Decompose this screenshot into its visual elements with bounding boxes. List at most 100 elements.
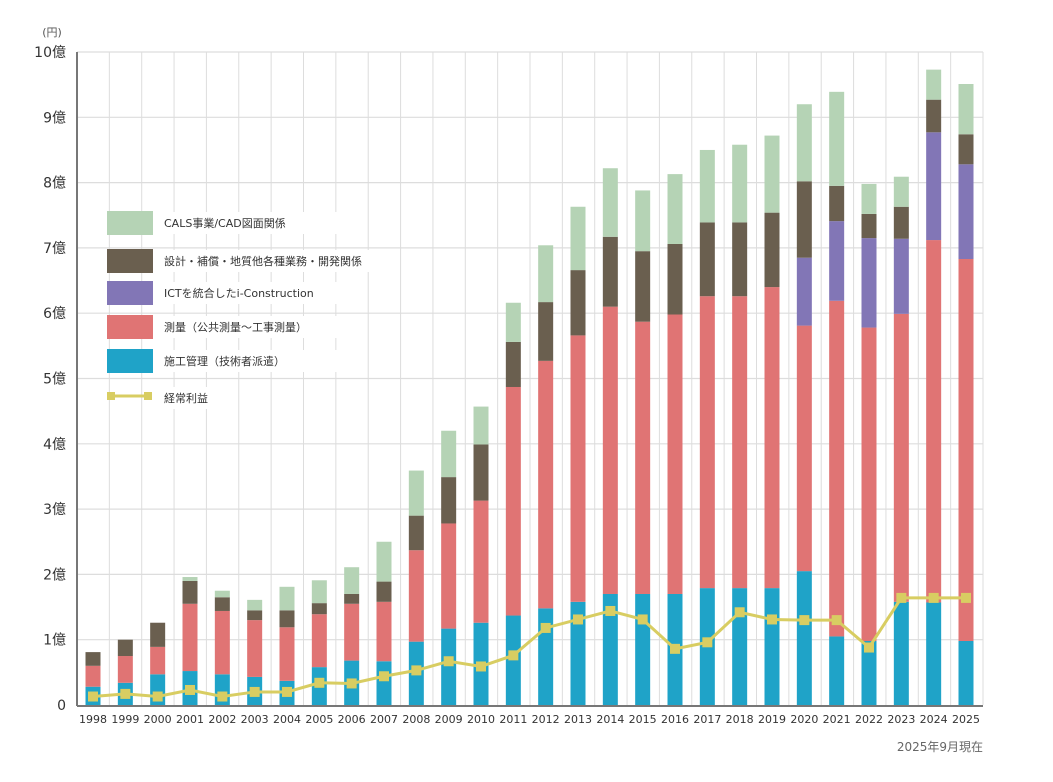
bar-segment-2023-series-0 xyxy=(893,601,909,705)
bar-segment-2013-series-3 xyxy=(570,270,586,336)
bar-segment-2006-series-1 xyxy=(344,603,360,661)
bar-segment-2018-series-4 xyxy=(732,144,748,223)
bar-segment-2015-series-3 xyxy=(635,251,651,322)
bar-segment-2010-series-4 xyxy=(473,406,489,445)
bar-segment-2011-series-4 xyxy=(505,302,521,342)
bar-stack-2020 xyxy=(796,104,812,705)
profit-point-2020 xyxy=(799,615,810,626)
profit-point-2011 xyxy=(508,650,519,661)
profit-line xyxy=(88,592,971,702)
bar-segment-2000-series-1 xyxy=(150,646,166,675)
y-tick-label: 6億 xyxy=(43,306,66,322)
bar-segment-2024-series-1 xyxy=(926,240,942,603)
y-tick-label: 1億 xyxy=(43,633,66,649)
bar-segment-2013-series-0 xyxy=(570,601,586,705)
profit-point-2016 xyxy=(670,643,680,654)
bar-segment-2025-series-4 xyxy=(958,83,974,135)
profit-point-2024 xyxy=(928,592,939,603)
bar-segment-2003-series-4 xyxy=(247,599,263,611)
profit-point-2001 xyxy=(185,684,195,695)
profit-point-2023 xyxy=(896,592,907,603)
bar-segment-2007-series-1 xyxy=(376,601,392,662)
bar-segment-2012-series-4 xyxy=(538,245,554,303)
legend-marker xyxy=(144,392,152,400)
x-tick-label: 2018 xyxy=(726,713,754,726)
legend-label-bg xyxy=(160,250,385,272)
bar-segment-2022-series-2 xyxy=(861,238,877,328)
bar-segment-2009-series-3 xyxy=(441,477,457,524)
bar-stack-2015 xyxy=(635,190,651,705)
x-tick-label: 2005 xyxy=(305,713,333,726)
bar-stack-2011 xyxy=(505,302,521,705)
bar-segment-2019-series-3 xyxy=(764,212,780,288)
profit-point-2021 xyxy=(831,615,842,626)
bar-segment-2018-series-3 xyxy=(732,222,748,297)
axes xyxy=(76,52,983,707)
bar-segment-2021-series-0 xyxy=(829,636,845,705)
legend-label: 施工管理（技術者派遣） xyxy=(164,354,285,368)
x-tick-label: 1999 xyxy=(111,713,139,726)
bar-segment-2012-series-3 xyxy=(538,302,554,361)
bar-segment-2003-series-3 xyxy=(247,610,263,621)
bar-segment-2025-series-3 xyxy=(958,134,974,165)
bar-segment-2018-series-1 xyxy=(732,296,748,589)
bar-segment-2016-series-3 xyxy=(667,243,683,315)
bar-segment-2024-series-4 xyxy=(926,69,942,100)
bar-segment-2025-series-0 xyxy=(958,641,974,705)
bar-stack-2001 xyxy=(182,577,198,705)
legend-label: 測量（公共測量〜工事測量） xyxy=(164,320,307,334)
bar-stack-2013 xyxy=(570,206,586,705)
bar-segment-2008-series-3 xyxy=(408,515,424,551)
bar-segment-2020-series-2 xyxy=(796,257,812,326)
profit-point-2007 xyxy=(379,671,389,682)
bar-segment-2008-series-4 xyxy=(408,470,424,516)
bar-stack-2009 xyxy=(441,430,457,705)
bar-segment-2014-series-0 xyxy=(602,593,618,705)
legend-item: ICTを統合したi-Construction xyxy=(107,281,365,305)
bar-segment-2013-series-1 xyxy=(570,335,586,602)
bar-segment-2007-series-4 xyxy=(376,541,392,582)
profit-point-2015 xyxy=(637,614,648,625)
legend-label: 経常利益 xyxy=(164,391,208,405)
bar-segment-2019-series-0 xyxy=(764,588,780,705)
profit-point-2022 xyxy=(864,642,874,653)
bar-segment-2004-series-1 xyxy=(279,627,295,681)
legend-item: 経常利益 xyxy=(107,387,220,409)
y-tick-label: 4億 xyxy=(43,437,66,453)
profit-point-2002 xyxy=(217,691,228,702)
bar-segment-2001-series-4 xyxy=(182,577,198,581)
x-tick-label: 2016 xyxy=(661,713,689,726)
bar-stack-2004 xyxy=(279,586,295,705)
footnote: 2025年9月現在 xyxy=(897,740,983,754)
bar-segment-2014-series-3 xyxy=(602,236,618,307)
legend-label-bg xyxy=(160,316,365,338)
profit-point-2017 xyxy=(702,637,713,648)
legend-label: 設計・補償・地質他各種業務・開発関係 xyxy=(164,254,362,268)
bar-stack-2010 xyxy=(473,406,489,705)
legend-label-bg xyxy=(160,350,365,372)
x-tick-label: 2003 xyxy=(241,713,269,726)
bar-segment-2003-series-1 xyxy=(247,620,263,677)
profit-point-2009 xyxy=(443,656,454,667)
legend-item: CALS事業/CAD図面関係 xyxy=(107,211,365,235)
bar-segment-2021-series-1 xyxy=(829,300,845,637)
y-tick-label: 9億 xyxy=(43,110,66,126)
x-tick-label: 2014 xyxy=(596,713,624,726)
bar-segment-2024-series-3 xyxy=(926,99,942,133)
x-tick-label: 2020 xyxy=(790,713,818,726)
bar-segment-2021-series-3 xyxy=(829,185,845,222)
x-tick-label: 2024 xyxy=(920,713,948,726)
bar-segment-2001-series-1 xyxy=(182,603,198,672)
y-tick-label: 8億 xyxy=(43,176,66,192)
bar-segment-2008-series-1 xyxy=(408,550,424,642)
bar-segment-2015-series-0 xyxy=(635,593,651,705)
gridlines xyxy=(77,51,984,705)
bar-segment-2023-series-1 xyxy=(893,313,909,602)
bar-segment-1999-series-1 xyxy=(117,656,133,683)
legend-swatch xyxy=(107,211,153,235)
legend-label: ICTを統合したi-Construction xyxy=(164,286,314,300)
bar-stack-2012 xyxy=(538,245,554,705)
x-tick-label: 2006 xyxy=(338,713,366,726)
bar-stack-2016 xyxy=(667,174,683,705)
